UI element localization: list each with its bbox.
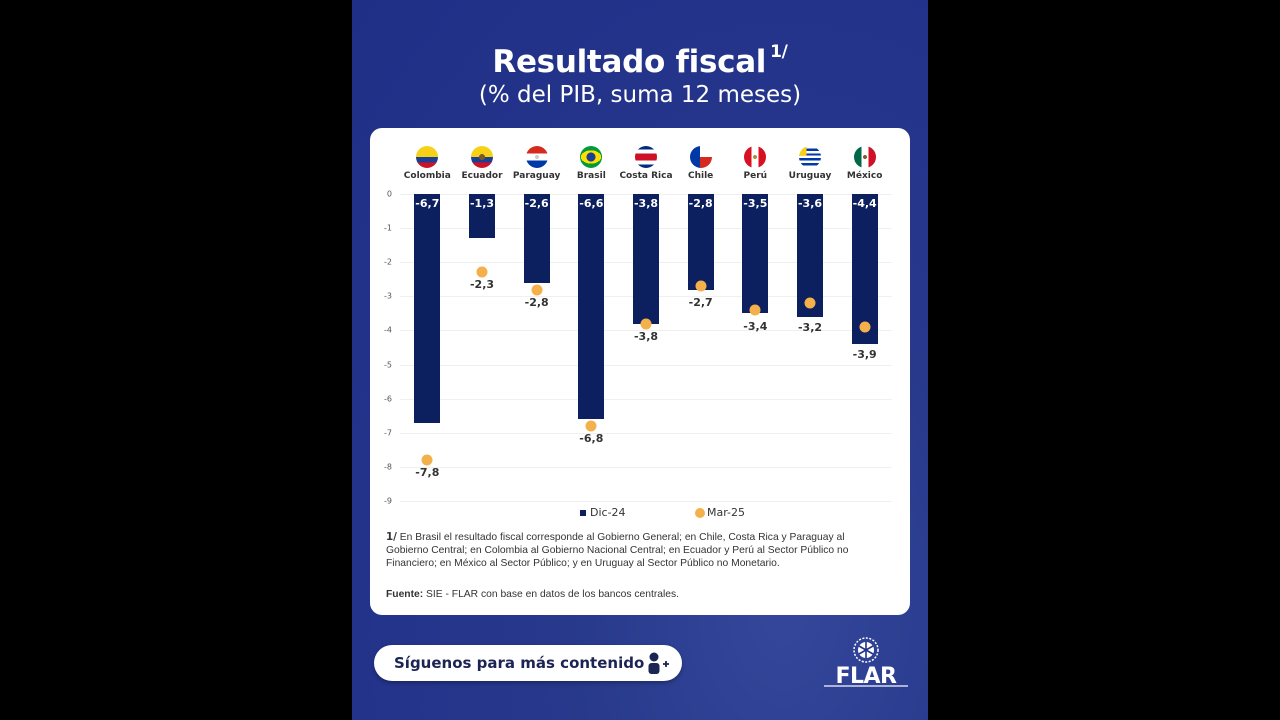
country-label: Brasil bbox=[576, 171, 606, 181]
flag-icon-perú bbox=[744, 146, 767, 168]
bar-value-label: -4,4 bbox=[852, 197, 877, 210]
gridline bbox=[400, 501, 892, 502]
footnote-text: En Brasil el resultado fiscal correspond… bbox=[386, 532, 849, 569]
bar-value-label: -2,6 bbox=[524, 197, 549, 210]
dot-mar25 bbox=[804, 297, 816, 309]
bar-value-label: -6,6 bbox=[579, 197, 604, 210]
flag-icon-ecuador bbox=[471, 146, 493, 168]
bar-value-label: -2,8 bbox=[688, 197, 713, 210]
flag-icon-costa-rica bbox=[635, 146, 657, 168]
dot-mar25 bbox=[640, 318, 652, 330]
y-axis-tick: -4 bbox=[384, 325, 392, 335]
country-label: México bbox=[846, 171, 883, 181]
country-label: Perú bbox=[743, 171, 768, 181]
flar-emblem-icon bbox=[853, 637, 879, 663]
bar-value-label: -3,5 bbox=[743, 197, 768, 210]
chart-card: Colombia Ecuador Paraguay Brasil Costa Rica C… bbox=[370, 128, 910, 615]
bar-value-label: -6,7 bbox=[415, 197, 440, 210]
dot-value-label: -2,8 bbox=[524, 295, 549, 309]
country-label: Chile bbox=[688, 171, 714, 181]
legend-label: Dic-24 bbox=[590, 506, 626, 519]
flag-icon-chile bbox=[689, 146, 712, 168]
page-title: Resultado fiscal 1/ bbox=[352, 42, 928, 80]
source-text: SIE - FLAR con base en datos de los banc… bbox=[423, 589, 680, 600]
bar-dic24 bbox=[797, 194, 823, 317]
dot-value-label: -3,4 bbox=[743, 319, 768, 333]
footnote: 1/ En Brasil el resultado fiscal corresp… bbox=[386, 531, 866, 570]
legend-square-icon bbox=[580, 510, 586, 516]
dot-mar25 bbox=[749, 304, 761, 316]
bar-dic24 bbox=[633, 194, 659, 324]
y-axis-tick: -7 bbox=[384, 428, 392, 438]
bar-dic24 bbox=[414, 194, 441, 423]
dot-mar25 bbox=[476, 266, 488, 278]
dot-value-label: -2,3 bbox=[469, 278, 495, 292]
y-axis-tick: -9 bbox=[384, 496, 392, 506]
legend-item-dic24: Dic-24 bbox=[580, 506, 626, 519]
country-label: Colombia bbox=[403, 171, 451, 181]
page-subtitle: (% del PIB, suma 12 meses) bbox=[478, 82, 802, 108]
y-axis-tick: -5 bbox=[384, 360, 392, 370]
gridline bbox=[400, 432, 892, 434]
country-label: Uruguay bbox=[788, 171, 832, 181]
logo-tagline bbox=[824, 685, 908, 687]
source-note: Fuente: SIE - FLAR con base en datos de … bbox=[386, 589, 679, 600]
bar-value-label: -1,3 bbox=[469, 197, 495, 210]
poster: Resultado fiscal 1/ (% del PIB, suma 12 m… bbox=[352, 0, 928, 720]
legend-item-mar25: Mar-25 bbox=[695, 506, 745, 519]
flag-icon-paraguay bbox=[525, 146, 548, 168]
dot-value-label: -6,8 bbox=[579, 431, 604, 445]
y-axis-tick: -8 bbox=[384, 462, 392, 472]
footnote-marker: 1/ bbox=[386, 531, 397, 543]
follow-button-label: Síguenos para más contenido bbox=[394, 654, 645, 672]
y-axis-tick: -6 bbox=[384, 394, 392, 404]
bar-dic24 bbox=[469, 194, 495, 239]
dot-mar25 bbox=[859, 321, 871, 333]
title-text: Resultado fiscal bbox=[492, 44, 767, 80]
gridline bbox=[400, 364, 892, 366]
add-user-icon bbox=[648, 652, 669, 674]
dot-value-label: -3,9 bbox=[852, 348, 877, 362]
legend-dot-icon bbox=[695, 508, 705, 518]
flar-logo: FLAR bbox=[822, 636, 910, 692]
dot-mar25 bbox=[695, 280, 707, 292]
country-label: Ecuador bbox=[461, 171, 503, 181]
dot-value-label: -3,2 bbox=[797, 320, 823, 334]
chart-plot-area: 0 -1 -2 -3 -4 -5 -6 -7 -8 -9 -6,7 -7,8 -1,3 -2,3 -2,6 -… bbox=[384, 190, 892, 506]
dot-mar25 bbox=[421, 454, 433, 466]
y-axis-tick: -3 bbox=[384, 291, 392, 301]
bar-dic24 bbox=[578, 194, 605, 420]
gridline bbox=[400, 398, 892, 400]
gridline bbox=[400, 466, 892, 468]
bar-dic24 bbox=[523, 194, 550, 283]
flag-icon-uruguay bbox=[799, 146, 821, 168]
y-axis-tick: 0 bbox=[386, 189, 392, 199]
source-label: Fuente: bbox=[386, 589, 424, 600]
bar-value-label: -3,8 bbox=[633, 197, 659, 210]
bar-value-label: -3,6 bbox=[797, 197, 823, 210]
country-label: Paraguay bbox=[512, 171, 561, 181]
dot-mar25 bbox=[585, 420, 597, 432]
gridline bbox=[400, 330, 892, 332]
bar-dic24 bbox=[687, 194, 714, 290]
dot-value-label: -3,8 bbox=[633, 329, 659, 343]
title-note: 1/ bbox=[770, 42, 788, 62]
follow-button[interactable]: Síguenos para más contenido bbox=[374, 645, 682, 681]
y-axis-tick: -2 bbox=[384, 257, 392, 267]
bar-dic24 bbox=[851, 194, 878, 345]
y-axis-tick: -1 bbox=[384, 223, 392, 233]
flag-icon-colombia bbox=[416, 146, 439, 168]
country-label: Costa Rica bbox=[619, 171, 673, 181]
dot-value-label: -2,7 bbox=[688, 296, 713, 310]
dot-value-label: -7,8 bbox=[415, 466, 440, 480]
logo-text: FLAR bbox=[835, 664, 897, 689]
flag-icon-brasil bbox=[580, 146, 603, 168]
flag-icon-méxico bbox=[853, 146, 876, 168]
dot-mar25 bbox=[531, 284, 543, 295]
legend-label: Mar-25 bbox=[707, 506, 746, 519]
bar-dic24 bbox=[742, 194, 769, 314]
